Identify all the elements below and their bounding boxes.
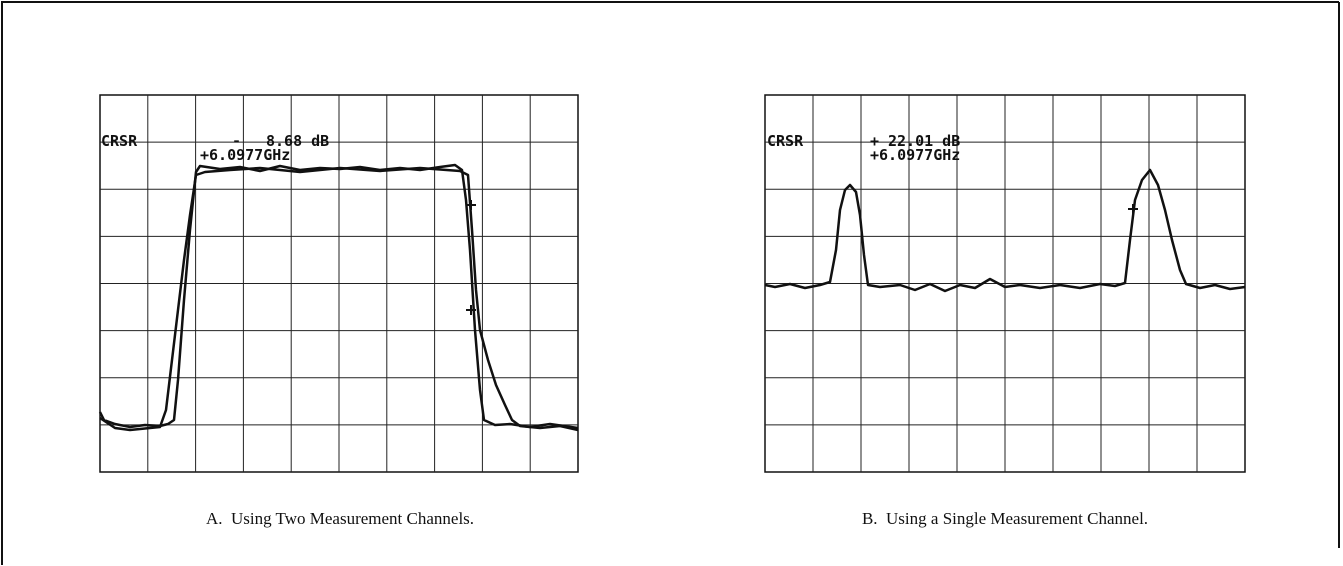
- cursor-label: CRSR: [767, 132, 804, 150]
- cursor-level: 8.68 dB: [266, 132, 329, 150]
- trace: [98, 163, 579, 430]
- cursor-level: 22.01 dB: [888, 132, 960, 150]
- display-grid: [764, 94, 1246, 473]
- cursor-sign: +: [870, 132, 879, 150]
- cursor-marker: [1128, 204, 1138, 214]
- trace: [99, 166, 579, 432]
- cursor-frequency: +6.0977GHz: [870, 146, 960, 164]
- trace: [764, 168, 1246, 293]
- cursor-marker: [466, 200, 476, 315]
- display-grid: [99, 94, 579, 473]
- caption: A. Using Two Measurement Channels.: [206, 509, 474, 528]
- caption: B. Using a Single Measurement Channel.: [862, 509, 1148, 528]
- cursor-sign: -: [232, 132, 241, 150]
- cursor-label: CRSR: [101, 132, 138, 150]
- cursor-frequency: +6.0977GHz: [200, 146, 290, 164]
